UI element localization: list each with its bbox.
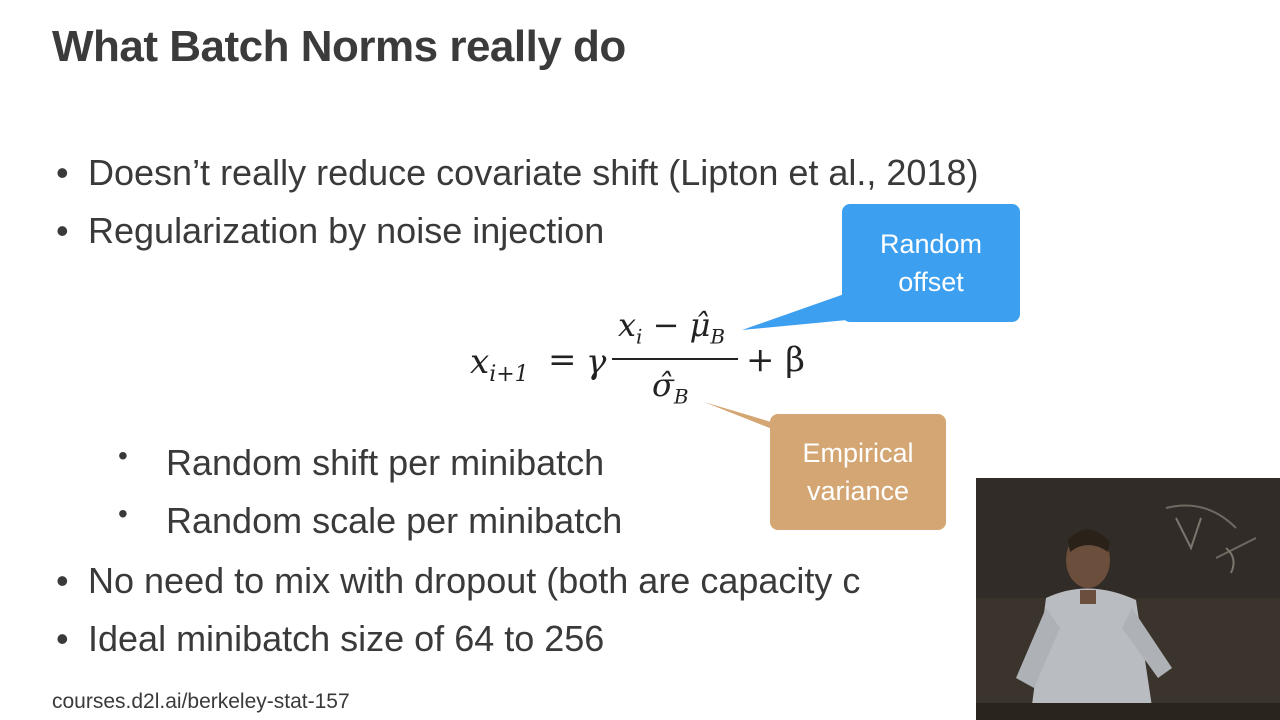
- bullet-dot: •: [56, 618, 69, 659]
- formula-lhs: xi+1: [470, 342, 529, 387]
- bullet-text: No need to mix with dropout (both are ca…: [88, 560, 861, 601]
- callout-line: Random: [879, 229, 983, 259]
- bullet-dot: •: [56, 152, 69, 193]
- formula-fraction-bar: [612, 358, 738, 360]
- callout-line: variance: [806, 476, 910, 506]
- bullet-text: Regularization by noise injection: [88, 210, 605, 251]
- slide-title: What Batch Norms really do: [52, 22, 626, 71]
- bullet-covariate-shift: • Doesn’t really reduce covariate shift …: [56, 152, 979, 194]
- callout-line: Empirical: [802, 438, 914, 468]
- bullet-text: Ideal minibatch size of 64 to 256: [88, 618, 605, 659]
- bullet-minibatch-size: • Ideal minibatch size of 64 to 256: [56, 618, 605, 660]
- formula-equals: =: [548, 340, 577, 380]
- formula-denominator: σ̂B: [652, 366, 689, 409]
- sub-bullet-dot: •: [118, 498, 128, 529]
- bullet-dropout: • No need to mix with dropout (both are …: [56, 560, 861, 602]
- lecturer-video-image: [976, 478, 1280, 720]
- batch-norm-formula: xi+1 = γ xi − μ̂B σ̂B + β: [470, 300, 830, 430]
- sub-bullet-text: Random shift per minibatch: [166, 442, 605, 483]
- empirical-variance-callout: Empirical variance: [770, 414, 946, 530]
- bullet-text: Doesn’t really reduce covariate shift (L…: [88, 152, 979, 193]
- sub-bullet-random-shift: • Random shift per minibatch: [118, 440, 605, 484]
- course-url-footer: courses.d2l.ai/berkeley-stat-157: [52, 690, 350, 713]
- formula-plus-beta: + β: [746, 340, 805, 380]
- bullet-dot: •: [56, 210, 69, 251]
- sub-bullet-text: Random scale per minibatch: [166, 500, 623, 541]
- bullet-regularization: • Regularization by noise injection: [56, 210, 605, 252]
- formula-gamma: γ: [586, 342, 607, 382]
- bullet-dot: •: [56, 560, 69, 601]
- sub-bullet-random-scale: • Random scale per minibatch: [118, 498, 623, 542]
- callout-line: offset: [898, 267, 964, 297]
- lecturer-video-overlay: [976, 478, 1280, 720]
- formula-numerator: xi − μ̂B: [618, 306, 726, 349]
- sub-bullet-dot: •: [118, 440, 128, 471]
- random-offset-callout: Random offset: [842, 204, 1020, 322]
